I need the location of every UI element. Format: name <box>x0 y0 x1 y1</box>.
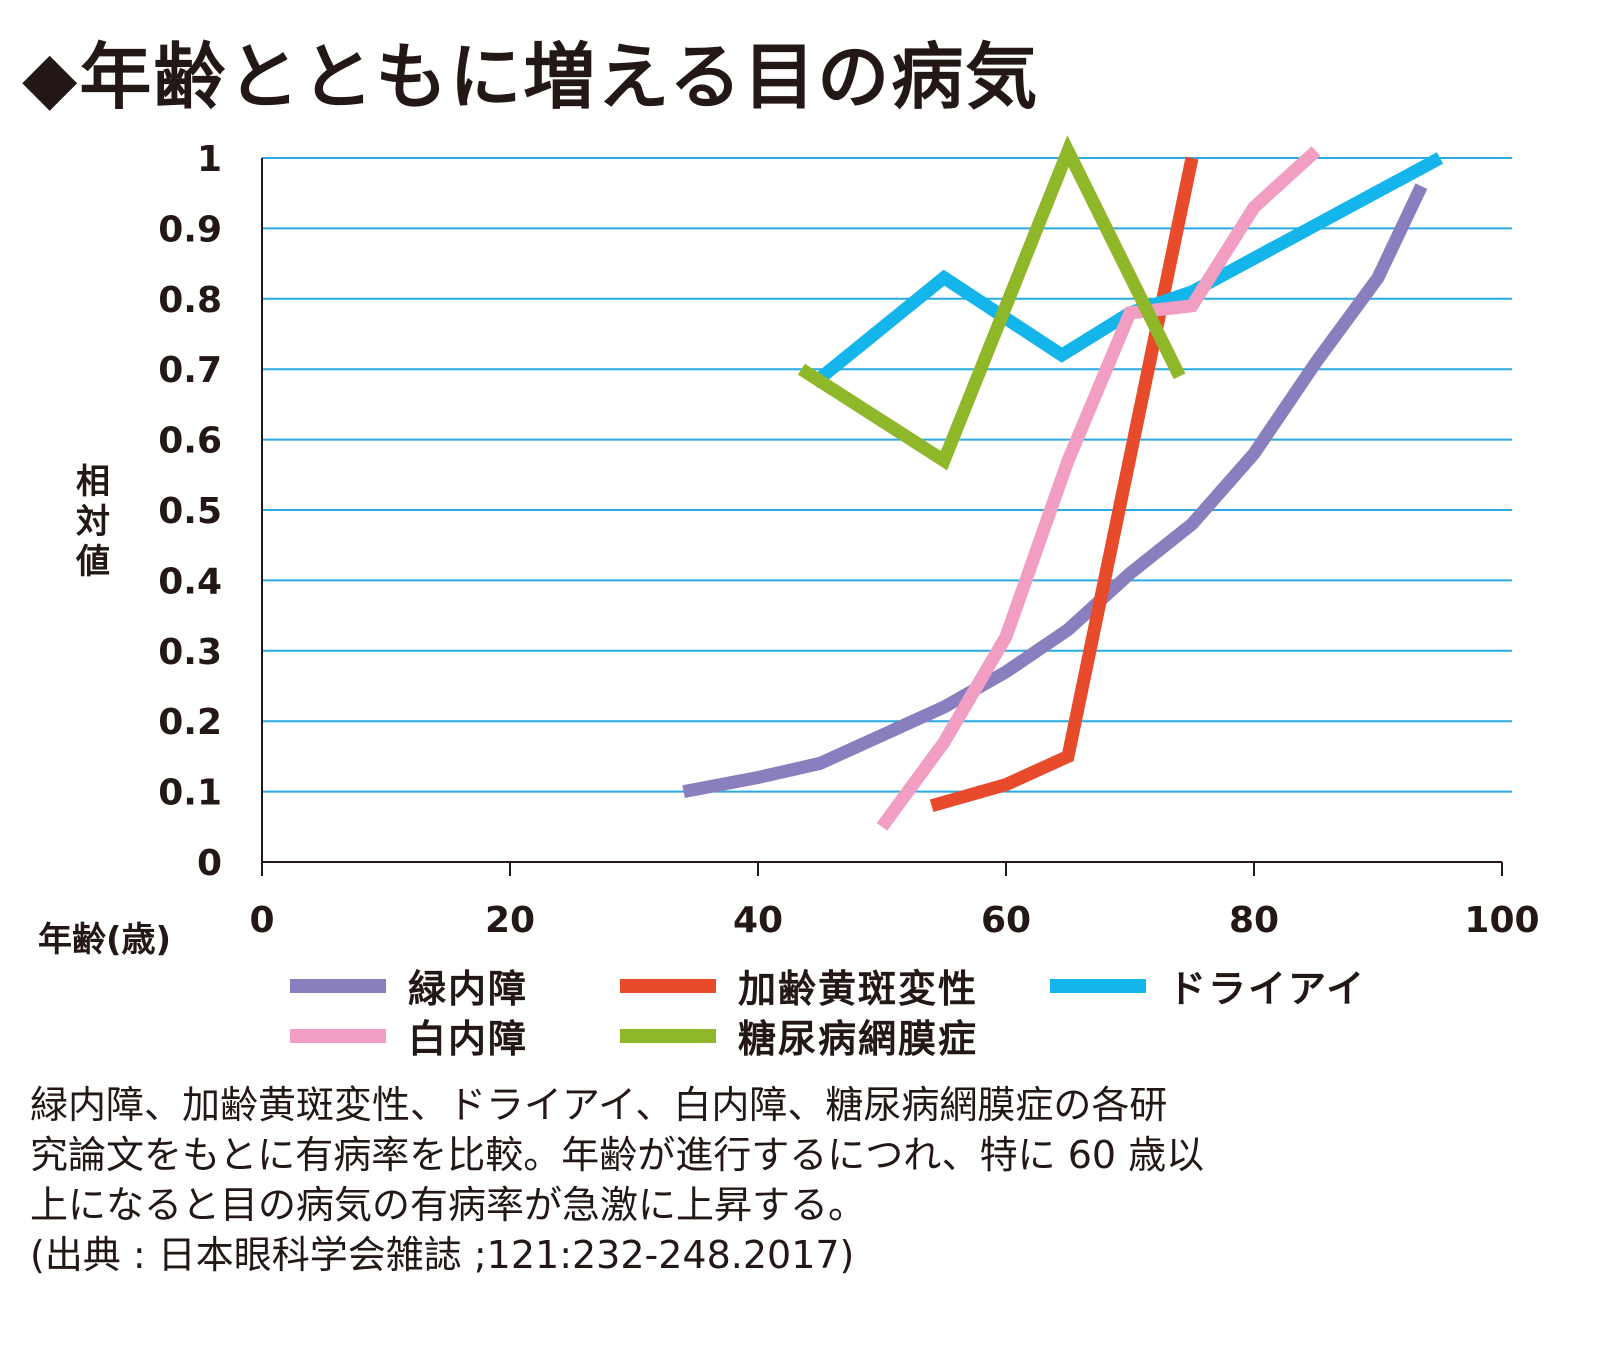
legend-item-amd: 加齢黄斑変性 <box>620 958 978 1013</box>
page-title: ◆年齢とともに増える目の病気 <box>22 35 1040 119</box>
legend-swatch-dry-eye <box>1050 978 1146 993</box>
caption: 緑内障、加齢黄斑変性、ドライアイ、白内障、糖尿病網膜症の各研 究論文をもとに有病… <box>30 1080 1570 1280</box>
y-tick-label: 0.5 <box>158 491 222 532</box>
caption-source: (出典 : 日本眼科学会雑誌 ;121:232-248.2017) <box>30 1233 855 1277</box>
caption-line-2: 究論文をもとに有病率を比較。年齢が進行するにつれ、特に 60 歳以 <box>30 1133 1205 1177</box>
y-tick-label: 0.7 <box>158 350 222 391</box>
legend-label-amd: 加齢黄斑変性 <box>738 967 979 1011</box>
y-tick-label: 0.3 <box>158 632 222 673</box>
series-line-2 <box>809 152 1444 389</box>
y-tick-label: 0 <box>197 843 222 884</box>
x-tick-label: 20 <box>485 900 535 941</box>
x-tick-label: 60 <box>981 900 1031 941</box>
legend-label-cataract: 白内障 <box>408 1017 529 1061</box>
caption-line-3: 上になると目の病気の有病率が急激に上昇する。 <box>30 1183 867 1227</box>
series-line-4 <box>797 135 1186 471</box>
caption-line-1: 緑内障、加齢黄斑変性、ドライアイ、白内障、糖尿病網膜症の各研 <box>30 1083 1168 1127</box>
legend-swatch-glaucoma <box>290 978 386 993</box>
series-line-3 <box>876 146 1321 831</box>
line-chart: 0 0.1 0.2 0.3 0.4 0.5 0.6 0.7 0.8 0.9 1 0 20 40 60 80 10… <box>158 135 1540 941</box>
legend-item-glaucoma: 緑内障 <box>290 958 528 1013</box>
y-tick-label: 0.4 <box>158 561 222 602</box>
y-tick-label: 0.2 <box>158 702 222 743</box>
y-tick-label: 1 <box>197 139 222 180</box>
legend-item-diabetic-retinopathy: 糖尿病網膜症 <box>620 1008 978 1063</box>
legend-label-diabetic-retinopathy: 糖尿病網膜症 <box>738 1017 979 1061</box>
series-line-1 <box>929 156 1199 812</box>
legend-label-glaucoma: 緑内障 <box>408 967 529 1011</box>
y-axis-label-text: 相対値 <box>76 462 110 582</box>
y-axis-label: 相対値 <box>68 462 118 582</box>
x-tick-label: 0 <box>249 900 274 941</box>
legend-swatch-diabetic-retinopathy <box>620 1028 716 1043</box>
x-tick-label: 100 <box>1464 900 1539 941</box>
y-tick-label: 0.1 <box>158 773 222 814</box>
legend-item-cataract: 白内障 <box>290 1008 528 1063</box>
legend-swatch-cataract <box>290 1028 386 1043</box>
legend-item-dry-eye: ドライアイ <box>1050 958 1366 1013</box>
x-axis-label: 年齢(歳) <box>38 920 172 960</box>
x-tick-label: 40 <box>733 900 783 941</box>
y-tick-label: 0.6 <box>158 421 222 462</box>
legend-label-dry-eye: ドライアイ <box>1168 967 1367 1011</box>
y-tick-label: 0.9 <box>158 209 222 250</box>
legend-swatch-amd <box>620 978 716 993</box>
x-tick-label: 80 <box>1229 900 1279 941</box>
y-tick-label: 0.8 <box>158 280 222 321</box>
